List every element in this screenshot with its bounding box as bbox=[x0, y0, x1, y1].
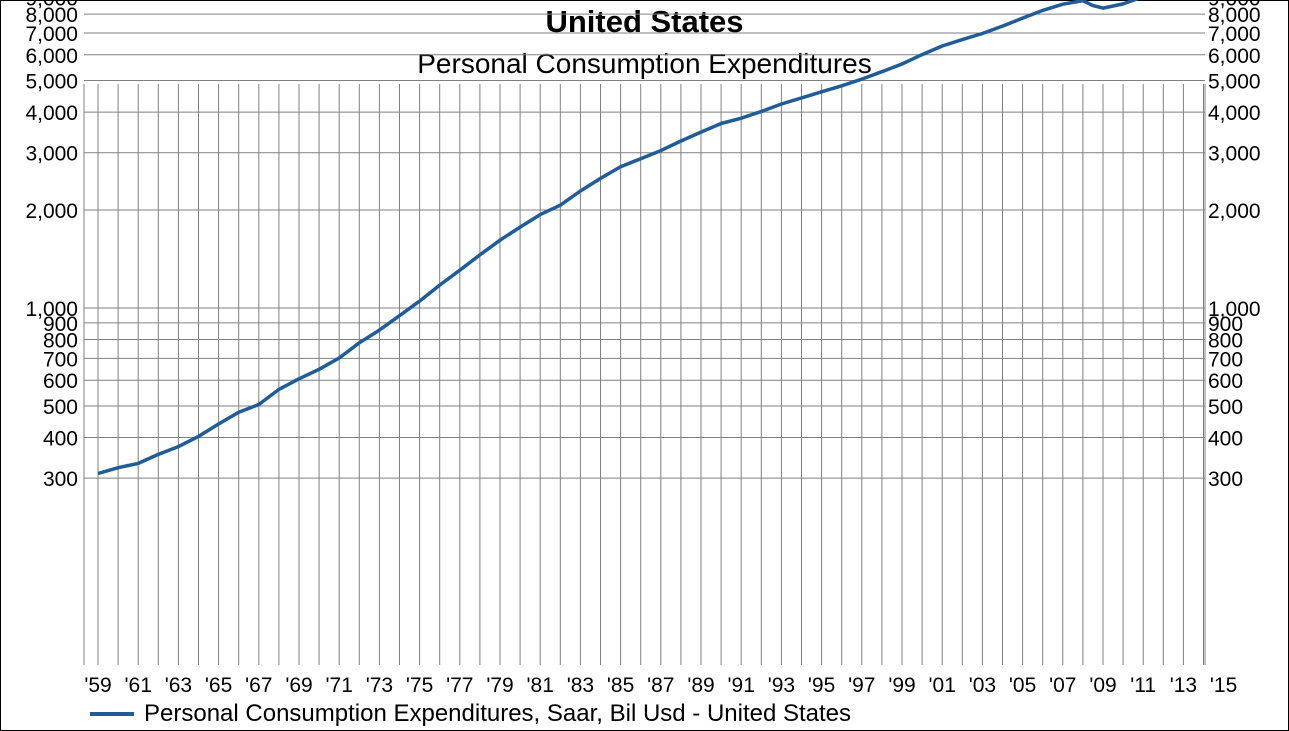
x-tick-label: '67 bbox=[245, 674, 272, 697]
y-tick-label-right: 400 bbox=[1208, 427, 1243, 450]
y-tick-label-right: 2,000 bbox=[1208, 200, 1261, 223]
x-tick-label: '11 bbox=[1130, 674, 1156, 697]
x-tick-label: '63 bbox=[165, 674, 192, 697]
x-tick-label: '71 bbox=[326, 674, 353, 697]
x-tick-label: '99 bbox=[888, 674, 915, 697]
y-tick-label-left: 300 bbox=[43, 468, 78, 491]
y-tick-label-right: 500 bbox=[1208, 396, 1243, 419]
chart-subtitle: Personal Consumption Expenditures bbox=[417, 48, 872, 79]
x-tick-label: '61 bbox=[125, 674, 152, 697]
x-tick-label: '69 bbox=[285, 674, 312, 697]
y-tick-label-left: 8,000 bbox=[25, 4, 78, 27]
x-tick-label: '95 bbox=[808, 674, 835, 697]
y-tick-label-right: 8,000 bbox=[1208, 4, 1261, 27]
y-tick-label-left: 6,000 bbox=[25, 45, 78, 68]
y-tick-label-right: 600 bbox=[1208, 370, 1243, 393]
y-tick-label-left: 500 bbox=[43, 396, 78, 419]
legend-swatch bbox=[90, 712, 134, 716]
x-tick-label: '65 bbox=[205, 674, 232, 697]
y-tick-label-left: 4,000 bbox=[25, 102, 78, 125]
y-tick-label-left: 9,000 bbox=[25, 0, 78, 10]
y-tick-label-right: 5,000 bbox=[1208, 71, 1261, 94]
y-tick-label-right: 3,000 bbox=[1208, 143, 1261, 166]
legend: Personal Consumption Expenditures, Saar,… bbox=[90, 700, 851, 728]
y-tick-label-left: 1,000 bbox=[25, 298, 78, 321]
y-tick-label-left: 400 bbox=[43, 427, 78, 450]
x-tick-label: '09 bbox=[1089, 674, 1116, 697]
x-tick-label: '91 bbox=[728, 674, 755, 697]
x-tick-label: '73 bbox=[366, 674, 393, 697]
y-tick-label-left: 700 bbox=[43, 348, 78, 371]
x-tick-label: '79 bbox=[486, 674, 513, 697]
x-tick-label: '89 bbox=[687, 674, 714, 697]
x-tick-label: '05 bbox=[1009, 674, 1036, 697]
x-tick-label: '01 bbox=[929, 674, 956, 697]
x-tick-label: '15 bbox=[1210, 674, 1237, 697]
y-tick-label-left: 900 bbox=[43, 313, 78, 336]
y-tick-label-left: 7,000 bbox=[25, 23, 78, 46]
x-tick-label: '97 bbox=[848, 674, 875, 697]
x-tick-label: '85 bbox=[607, 674, 634, 697]
y-tick-label-left: 2,000 bbox=[25, 200, 78, 223]
y-tick-label-right: 700 bbox=[1208, 348, 1243, 371]
y-tick-label-left: 600 bbox=[43, 370, 78, 393]
x-tick-label: '07 bbox=[1049, 674, 1076, 697]
y-tick-label-right: 9,000 bbox=[1208, 0, 1261, 10]
y-tick-label-left: 3,000 bbox=[25, 143, 78, 166]
x-tick-label: '59 bbox=[84, 674, 111, 697]
y-tick-label-right: 1,000 bbox=[1208, 298, 1261, 321]
x-tick-label: '77 bbox=[446, 674, 473, 697]
y-tick-label-right: 4,000 bbox=[1208, 102, 1261, 125]
x-tick-label: '83 bbox=[567, 674, 594, 697]
x-tick-label: '93 bbox=[768, 674, 795, 697]
legend-label: Personal Consumption Expenditures, Saar,… bbox=[144, 700, 852, 727]
x-tick-label: '75 bbox=[406, 674, 433, 697]
series-line bbox=[97, 0, 1140, 476]
y-tick-label-right: 7,000 bbox=[1208, 23, 1261, 46]
y-tick-label-left: 800 bbox=[43, 330, 78, 353]
y-tick-label-right: 6,000 bbox=[1208, 45, 1261, 68]
y-tick-label-right: 900 bbox=[1208, 313, 1243, 336]
x-tick-label: '81 bbox=[527, 674, 554, 697]
x-tick-label: '87 bbox=[647, 674, 674, 697]
y-tick-label-left: 5,000 bbox=[25, 71, 78, 94]
y-tick-label-right: 300 bbox=[1208, 468, 1243, 491]
y-tick-label-right: 800 bbox=[1208, 330, 1243, 353]
x-tick-label: '13 bbox=[1170, 674, 1197, 697]
x-tick-label: '03 bbox=[969, 674, 996, 697]
